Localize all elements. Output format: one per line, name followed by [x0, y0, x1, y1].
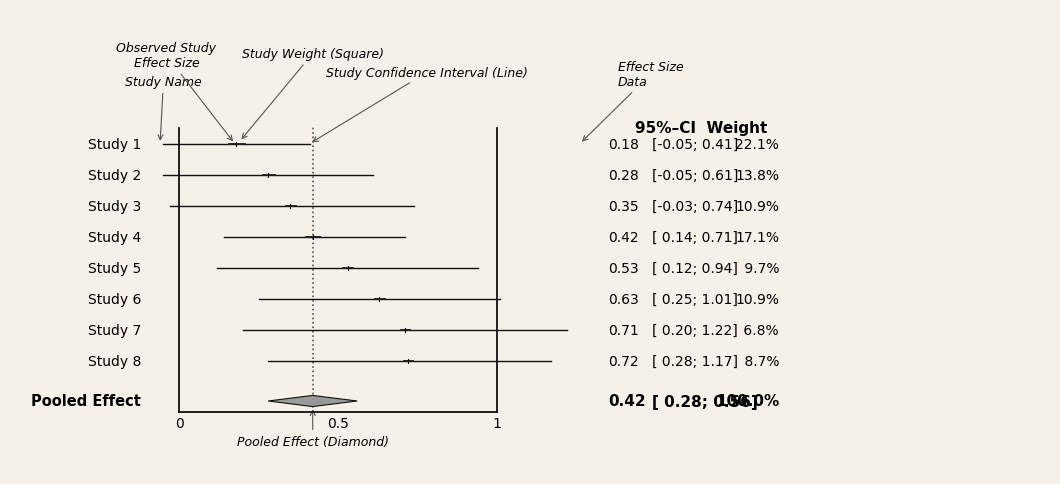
Text: Pooled Effect (Diamond): Pooled Effect (Diamond)	[236, 411, 389, 448]
Text: [ 0.28; 1.17]: [ 0.28; 1.17]	[652, 354, 738, 368]
Bar	[342, 268, 353, 269]
Text: 0.42: 0.42	[608, 393, 646, 408]
Text: 0.28: 0.28	[608, 168, 639, 182]
Bar	[285, 206, 296, 207]
Text: Study Confidence Interval (Line): Study Confidence Interval (Line)	[313, 66, 528, 142]
Text: 0.42: 0.42	[608, 230, 639, 244]
Text: 17.1%: 17.1%	[735, 230, 779, 244]
Bar	[305, 237, 320, 238]
Text: 0.72: 0.72	[608, 354, 639, 368]
Text: 13.8%: 13.8%	[735, 168, 779, 182]
Text: [ 0.12; 0.94]: [ 0.12; 0.94]	[652, 261, 738, 275]
Text: 10.9%: 10.9%	[735, 292, 779, 306]
Text: Study 3: Study 3	[88, 199, 141, 213]
Text: 0.5: 0.5	[328, 416, 349, 430]
Text: [ 0.14; 0.71]: [ 0.14; 0.71]	[652, 230, 738, 244]
Bar	[262, 175, 275, 176]
Text: Effect Size
Data: Effect Size Data	[583, 61, 684, 142]
Text: 0.63: 0.63	[608, 292, 639, 306]
Text: 0: 0	[175, 416, 183, 430]
Text: Study 2: Study 2	[88, 168, 141, 182]
Text: [ 0.20; 1.22]: [ 0.20; 1.22]	[652, 323, 738, 337]
Bar	[228, 144, 245, 145]
Text: [ 0.28; 0.56]: [ 0.28; 0.56]	[652, 393, 758, 408]
Text: 9.7%: 9.7%	[740, 261, 779, 275]
Text: 1: 1	[493, 416, 501, 430]
Text: 22.1%: 22.1%	[736, 137, 779, 151]
Text: 95%–CI  Weight: 95%–CI Weight	[635, 121, 767, 136]
Text: 0.71: 0.71	[608, 323, 639, 337]
Text: Study 1: Study 1	[88, 137, 141, 151]
Text: 0.53: 0.53	[608, 261, 639, 275]
Text: 0.35: 0.35	[608, 199, 639, 213]
Text: Study Name: Study Name	[125, 76, 201, 140]
Text: 0.18: 0.18	[608, 137, 639, 151]
Text: [-0.05; 0.61]: [-0.05; 0.61]	[652, 168, 738, 182]
Text: [-0.03; 0.74]: [-0.03; 0.74]	[652, 199, 738, 213]
Text: Study 8: Study 8	[88, 354, 141, 368]
Text: Study Weight (Square): Study Weight (Square)	[242, 48, 384, 139]
Text: Study 7: Study 7	[88, 323, 141, 337]
Text: Study 5: Study 5	[88, 261, 141, 275]
Text: 10.9%: 10.9%	[735, 199, 779, 213]
Text: Pooled Effect: Pooled Effect	[31, 393, 141, 408]
Text: Observed Study
Effect Size: Observed Study Effect Size	[117, 42, 232, 141]
Text: 8.7%: 8.7%	[740, 354, 779, 368]
Text: 6.8%: 6.8%	[740, 323, 779, 337]
Polygon shape	[268, 395, 357, 407]
Text: Study 6: Study 6	[88, 292, 141, 306]
Bar	[374, 299, 385, 300]
Text: [-0.05; 0.41]: [-0.05; 0.41]	[652, 137, 738, 151]
Text: [ 0.25; 1.01]: [ 0.25; 1.01]	[652, 292, 738, 306]
Text: 100.0%: 100.0%	[716, 393, 779, 408]
Text: Study 4: Study 4	[88, 230, 141, 244]
